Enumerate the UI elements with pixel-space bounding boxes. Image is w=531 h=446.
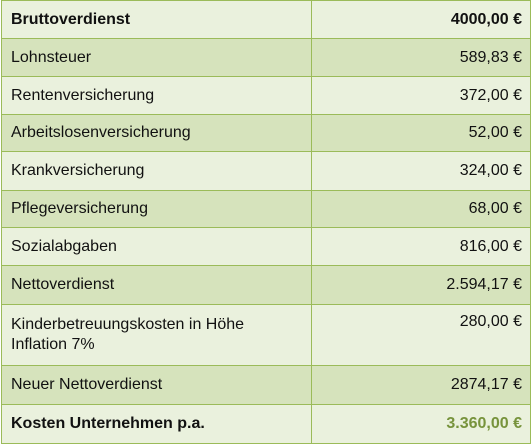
value-krankversicherung: 324,00 € xyxy=(311,151,531,191)
row-nettoverdienst: Nettoverdienst 2.594,17 € xyxy=(1,265,531,305)
label-bruttoverdienst: Bruttoverdienst xyxy=(1,0,312,39)
row-arbeitslosenversicherung: Arbeitslosenversicherung 52,00 € xyxy=(1,114,531,152)
value-kosten-unternehmen: 3.360,00 € xyxy=(311,404,531,444)
label-arbeitslosenversicherung: Arbeitslosenversicherung xyxy=(1,114,312,152)
value-neuer-nettoverdienst: 2874,17 € xyxy=(311,365,531,405)
row-bruttoverdienst: Bruttoverdienst 4000,00 € xyxy=(1,0,531,39)
value-lohnsteuer: 589,83 € xyxy=(311,38,531,77)
label-rentenversicherung: Rentenversicherung xyxy=(1,76,312,115)
value-nettoverdienst: 2.594,17 € xyxy=(311,265,531,305)
row-kinderbetreuungskosten: Kinderbetreuungskosten in Höhe Inflation … xyxy=(1,304,531,366)
label-nettoverdienst: Nettoverdienst xyxy=(1,265,312,305)
row-pflegeversicherung: Pflegeversicherung 68,00 € xyxy=(1,190,531,228)
label-pflegeversicherung: Pflegeversicherung xyxy=(1,190,312,228)
label-krankversicherung: Krankversicherung xyxy=(1,151,312,191)
row-sozialabgaben: Sozialabgaben 816,00 € xyxy=(1,227,531,266)
row-kosten-unternehmen: Kosten Unternehmen p.a. 3.360,00 € xyxy=(1,404,531,444)
label-sozialabgaben: Sozialabgaben xyxy=(1,227,312,266)
label-kinderbetreuungskosten: Kinderbetreuungskosten in Höhe Inflation … xyxy=(1,304,312,366)
label-kosten-unternehmen: Kosten Unternehmen p.a. xyxy=(1,404,312,444)
row-lohnsteuer: Lohnsteuer 589,83 € xyxy=(1,38,531,77)
label-kinderbetreuungskosten-line1: Kinderbetreuungskosten in Höhe xyxy=(11,316,245,333)
value-sozialabgaben: 816,00 € xyxy=(311,227,531,266)
value-pflegeversicherung: 68,00 € xyxy=(311,190,531,228)
row-krankversicherung: Krankversicherung 324,00 € xyxy=(1,151,531,191)
value-arbeitslosenversicherung: 52,00 € xyxy=(311,114,531,152)
row-rentenversicherung: Rentenversicherung 372,00 € xyxy=(1,76,531,115)
label-lohnsteuer: Lohnsteuer xyxy=(1,38,312,77)
row-neuer-nettoverdienst: Neuer Nettoverdienst 2874,17 € xyxy=(1,365,531,405)
value-kinderbetreuungskosten: 280,00 € xyxy=(311,304,531,366)
label-neuer-nettoverdienst: Neuer Nettoverdienst xyxy=(1,365,312,405)
value-bruttoverdienst: 4000,00 € xyxy=(311,0,531,39)
value-rentenversicherung: 372,00 € xyxy=(311,76,531,115)
label-kinderbetreuungskosten-line2: Inflation 7% xyxy=(11,336,95,353)
